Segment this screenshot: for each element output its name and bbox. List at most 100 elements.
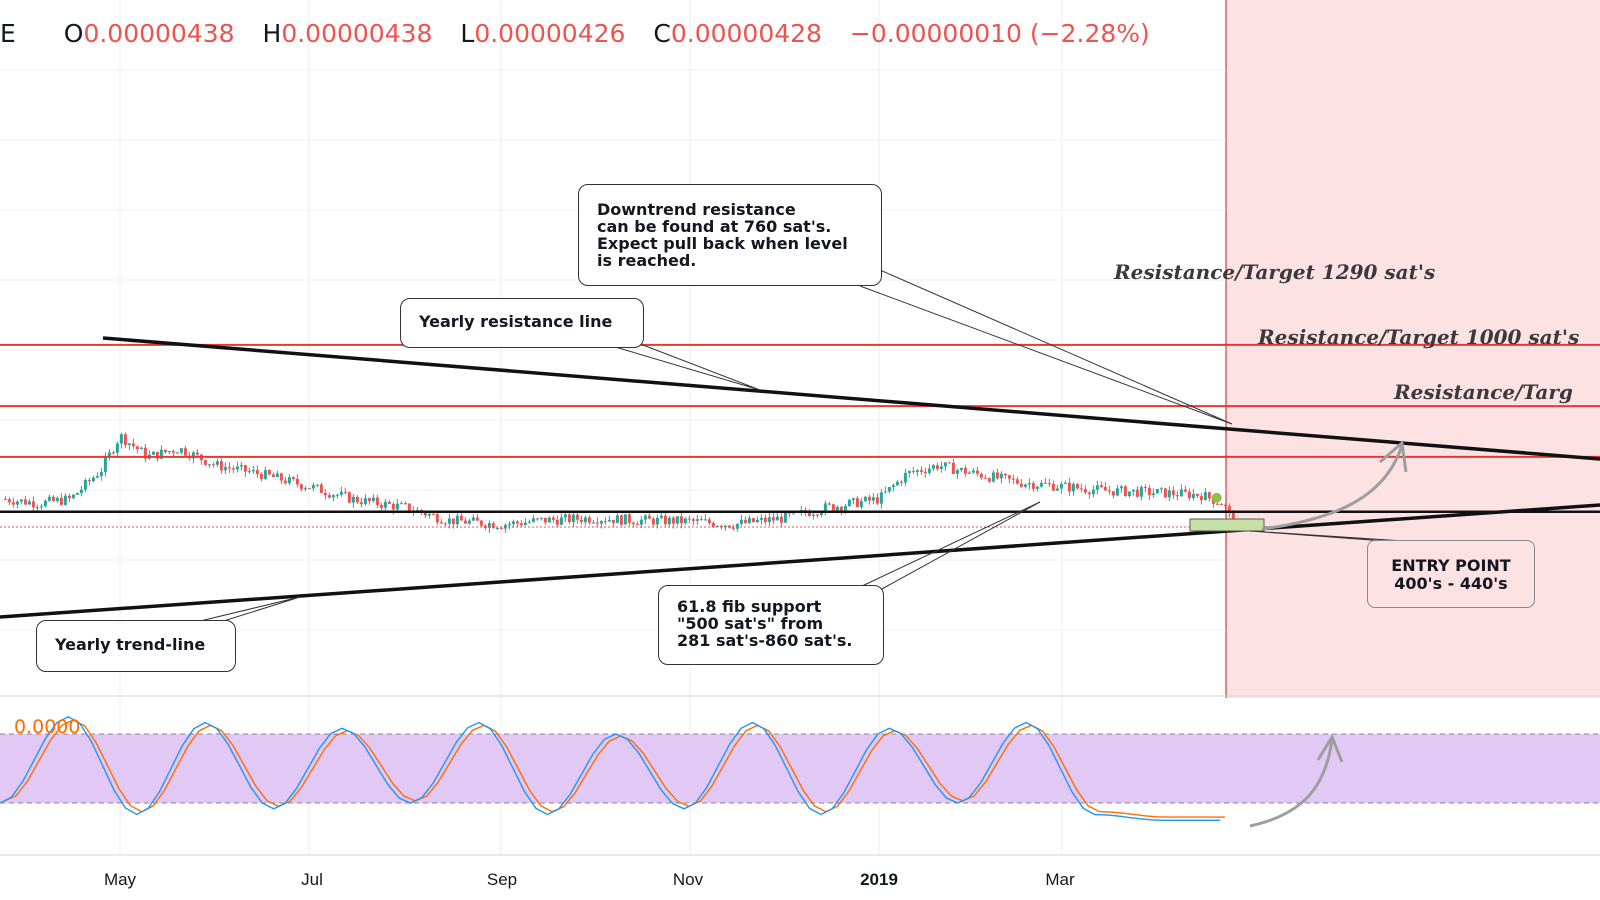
candle-body [139, 447, 143, 450]
yearly-trend-line [0, 503, 1600, 619]
projection-arrowhead [1379, 440, 1408, 473]
candle-body [203, 460, 207, 465]
candle-body [1011, 478, 1015, 480]
candle-body [1199, 496, 1203, 501]
candle-body [319, 484, 323, 493]
candle-body [1143, 487, 1147, 489]
candle-body [347, 492, 351, 503]
candle-body [967, 472, 971, 474]
candle-body [427, 513, 431, 516]
candle-body [847, 499, 851, 507]
entry-point-note[interactable]: ENTRY POINT 400's - 440's [1367, 540, 1535, 608]
candle-body [399, 503, 403, 505]
low-field: L0.00000426 [460, 19, 625, 48]
candle-body [559, 517, 563, 525]
candle-body [979, 473, 983, 478]
callout-leaders [195, 269, 1421, 625]
candle-body [1139, 487, 1143, 497]
candle-body [691, 519, 695, 521]
candle-body [75, 493, 79, 495]
note-line: is reached. [597, 251, 697, 270]
candle-body [583, 517, 587, 523]
candle-body [387, 501, 391, 504]
candle-body [1119, 486, 1123, 489]
candle-body [679, 516, 683, 524]
candle-body [499, 527, 503, 529]
candle-body [227, 467, 231, 469]
yearly-trend-note[interactable]: Yearly trend-line [36, 620, 236, 672]
candle-body [79, 489, 83, 494]
candle-body [703, 519, 707, 521]
candle-body [379, 504, 383, 508]
candle-body [699, 519, 703, 521]
candle-body [1039, 482, 1043, 487]
low-value: 0.00000426 [474, 19, 626, 48]
candle-body [135, 446, 139, 450]
candle-body [731, 527, 735, 529]
candle-body [875, 497, 879, 504]
candle-body [551, 517, 555, 520]
candle-body [763, 517, 767, 522]
candle-body [183, 448, 187, 456]
candle-body [371, 497, 375, 501]
candle-body [395, 503, 399, 510]
yearly-resistance-note[interactable]: Yearly resistance line [400, 298, 644, 348]
candle-body [935, 465, 939, 469]
stochastic-arrow [1249, 739, 1334, 828]
candle-body [1075, 484, 1079, 489]
candle-body [687, 518, 691, 520]
candle-body [1167, 490, 1171, 498]
candle-body [1155, 489, 1159, 494]
candle-body [923, 471, 927, 473]
candle-body [1087, 492, 1091, 495]
candle-body [27, 501, 31, 505]
candle-body [431, 513, 435, 515]
candle-body [351, 496, 355, 503]
candle-body [15, 501, 19, 505]
candle-body [511, 521, 515, 525]
fib-support-note[interactable]: 61.8 fib support "500 sat's" from 281 sa… [658, 585, 884, 665]
candle-body [479, 520, 483, 526]
x-tick-label: Nov [672, 870, 704, 889]
candle-body [143, 447, 147, 459]
candle-body [47, 496, 51, 501]
high-field: H0.00000438 [263, 19, 433, 48]
candle-body [255, 469, 259, 474]
candles [0, 432, 1237, 533]
stochastic-band [0, 734, 1600, 803]
candle-body [515, 521, 519, 524]
candle-body [863, 496, 867, 502]
candle-body [1215, 503, 1219, 505]
leader-entry [1249, 530, 1421, 543]
x-tick-label: 2019 [860, 870, 898, 889]
candle-body [751, 518, 755, 523]
candle-body [903, 472, 907, 483]
symbol-fragment: E [0, 19, 16, 48]
note-line: Yearly resistance line [419, 312, 613, 331]
open-label: O [63, 19, 84, 48]
candle-body [299, 484, 303, 489]
candle-body [1031, 483, 1035, 489]
candle-body [563, 514, 567, 518]
candle-body [223, 467, 227, 471]
candle-body [947, 462, 951, 464]
candle-body [171, 451, 175, 453]
candle-body [1207, 492, 1211, 499]
x-tick-label: Sep [486, 870, 518, 889]
candle-body [383, 501, 387, 508]
candle-body [943, 462, 947, 467]
candle-body [287, 477, 291, 484]
candle-body [911, 471, 915, 473]
note-line: Yearly trend-line [55, 635, 206, 654]
candle-body [627, 514, 631, 523]
candle-body [927, 468, 931, 473]
low-label: L [460, 19, 475, 48]
signal-dot [1211, 492, 1222, 503]
candle-body [891, 485, 895, 487]
downtrend-resistance-note[interactable]: Downtrend resistance can be found at 760… [578, 184, 882, 286]
candle-body [951, 462, 955, 474]
candle-body [871, 497, 875, 501]
change-value: −0.00000010 (−2.28%) [849, 19, 1150, 48]
